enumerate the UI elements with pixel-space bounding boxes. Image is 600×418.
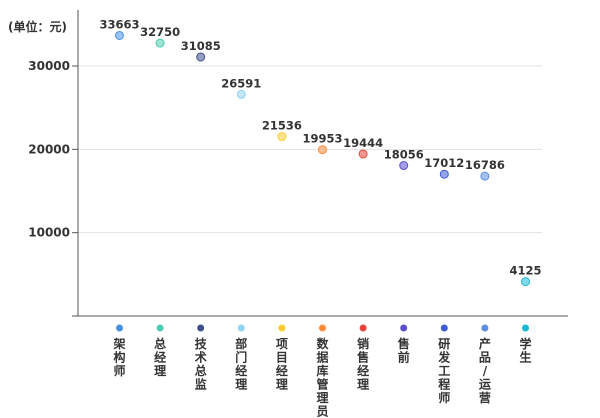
data-label: 26591	[221, 76, 261, 90]
category-label: 学生	[519, 336, 531, 365]
data-point	[236, 89, 246, 99]
data-label: 19444	[343, 136, 383, 150]
data-point	[480, 171, 490, 181]
gridlines	[78, 65, 542, 234]
category-label: 销售经理	[357, 336, 369, 392]
category-label: 架构师	[112, 336, 125, 378]
category-dot	[278, 324, 286, 332]
y-axis-ticks: 10000 20000 30000	[28, 59, 78, 240]
y-axis-unit-label: (单位：元)	[8, 19, 67, 34]
category-dot	[319, 324, 326, 332]
data-label: 31085	[181, 39, 221, 53]
y-tick-label: 30000	[28, 59, 70, 73]
data-label: 17012	[424, 156, 464, 170]
category-dot	[400, 324, 408, 332]
category-label: 售前	[398, 336, 410, 365]
data-point	[399, 161, 409, 171]
data-point	[318, 145, 327, 155]
category-dot	[156, 324, 164, 332]
category-label: 产品/运营	[479, 336, 491, 405]
category-label: 技术总监	[194, 336, 208, 392]
data-label: 19953	[302, 132, 342, 146]
category-dot	[116, 324, 123, 332]
data-point	[115, 30, 124, 40]
category-dot	[481, 324, 489, 332]
category-dot	[197, 324, 205, 332]
category-label: 部门经理	[235, 336, 247, 392]
category-label: 数据库管理员	[316, 336, 329, 418]
category-label: 总经理	[154, 336, 166, 378]
data-point	[155, 38, 165, 48]
data-point	[439, 169, 449, 179]
data-point	[277, 132, 287, 142]
data-label: 33663	[99, 17, 139, 31]
y-tick-label: 10000	[28, 226, 70, 240]
category-dot	[440, 324, 448, 332]
data-point	[358, 149, 368, 159]
category-label: 项目经理	[276, 337, 288, 392]
data-point	[521, 277, 530, 287]
data-label: 18056	[384, 148, 424, 162]
category-dot	[522, 324, 529, 332]
data-point	[196, 52, 206, 62]
category-dot	[359, 324, 367, 332]
data-label: 16786	[465, 158, 505, 172]
data-label: 4125	[509, 264, 541, 278]
x-axis-categories: 架构师 总经理 技术总监 部门经理 项目经理 数据库管理员 销售经理 售前 研发工程师 产品/运营…	[112, 324, 532, 418]
category-dot	[237, 324, 245, 332]
data-label: 32750	[140, 25, 180, 39]
y-tick-label: 20000	[28, 142, 70, 156]
category-label: 研发工程师	[437, 337, 451, 405]
data-label: 21536	[262, 119, 302, 133]
